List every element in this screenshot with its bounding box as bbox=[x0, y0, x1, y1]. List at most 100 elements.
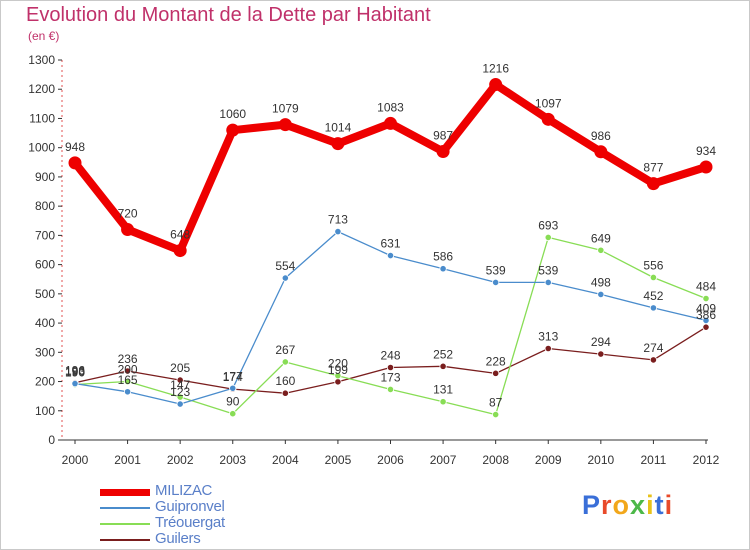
data-label: 934 bbox=[696, 144, 716, 158]
data-label: 220 bbox=[328, 357, 348, 371]
data-point bbox=[334, 378, 342, 386]
data-label: 123 bbox=[170, 385, 190, 399]
x-tick-label: 2011 bbox=[641, 453, 667, 467]
data-point bbox=[597, 350, 605, 358]
data-label: 556 bbox=[643, 258, 663, 272]
x-tick-label: 2002 bbox=[167, 453, 194, 467]
data-label: 160 bbox=[275, 374, 295, 388]
data-label: 484 bbox=[696, 280, 716, 294]
y-tick-label: 100 bbox=[35, 404, 55, 418]
data-label: 1083 bbox=[377, 100, 404, 114]
legend-swatch-guilers bbox=[100, 539, 150, 541]
data-label: 193 bbox=[65, 365, 85, 379]
y-tick-label: 900 bbox=[35, 170, 55, 184]
legend-swatch-guipronvel bbox=[100, 507, 150, 509]
data-point bbox=[439, 265, 447, 273]
y-tick-label: 500 bbox=[35, 287, 55, 301]
legend-item-guilers: Guilers bbox=[100, 530, 360, 548]
data-point bbox=[702, 294, 710, 303]
legend-label-guilers: Guilers bbox=[155, 530, 201, 547]
chart-title: Evolution du Montant de la Dette par Hab… bbox=[26, 4, 431, 26]
legend-label-milizac: MILIZAC bbox=[155, 482, 213, 499]
data-label: 236 bbox=[118, 352, 138, 366]
proxiti-logo: Proxiti bbox=[582, 490, 673, 521]
data-label: 986 bbox=[591, 129, 611, 143]
data-point bbox=[281, 274, 289, 282]
y-tick-label: 1300 bbox=[28, 53, 55, 67]
data-point bbox=[541, 112, 555, 126]
y-tick-label: 700 bbox=[35, 228, 55, 242]
data-point bbox=[334, 227, 342, 236]
x-tick-label: 2010 bbox=[587, 453, 614, 467]
data-label: 452 bbox=[643, 289, 663, 303]
data-label: 294 bbox=[591, 335, 611, 349]
logo-letter: t bbox=[654, 490, 665, 520]
data-label: 1216 bbox=[482, 62, 509, 76]
data-label: 648 bbox=[170, 228, 190, 242]
legend-item-milizac: MILIZAC bbox=[100, 482, 360, 500]
data-point bbox=[649, 356, 658, 364]
data-label: 87 bbox=[489, 396, 503, 410]
chart-subtitle: (en €) bbox=[28, 29, 60, 43]
legend-swatch-treouergat bbox=[100, 523, 150, 525]
legend-item-treouergat: Tréouergat bbox=[100, 514, 360, 532]
data-point bbox=[226, 123, 240, 137]
data-point bbox=[334, 372, 342, 380]
data-label: 631 bbox=[380, 237, 400, 251]
data-point bbox=[68, 156, 82, 170]
data-point bbox=[646, 177, 660, 191]
legend-swatch-milizac bbox=[100, 489, 150, 496]
data-point bbox=[71, 379, 79, 388]
data-label: 190 bbox=[65, 365, 85, 379]
data-label: 386 bbox=[696, 308, 716, 322]
legend-item-guipronvel: Guipronvel bbox=[100, 498, 360, 516]
logo-letter: o bbox=[612, 490, 631, 520]
data-label: 199 bbox=[328, 363, 348, 377]
data-label: 177 bbox=[223, 369, 243, 383]
y-tick-label: 1100 bbox=[29, 111, 55, 125]
y-tick-label: 1200 bbox=[28, 82, 55, 96]
logo-letter: P bbox=[582, 490, 602, 520]
data-point bbox=[439, 362, 447, 370]
x-tick-label: 2003 bbox=[219, 453, 246, 467]
data-point bbox=[702, 323, 710, 331]
data-point bbox=[278, 118, 292, 132]
data-point bbox=[176, 376, 184, 384]
data-label: 313 bbox=[538, 330, 558, 344]
data-label: 228 bbox=[486, 354, 506, 368]
data-label: 586 bbox=[433, 250, 453, 264]
data-label: 252 bbox=[433, 347, 453, 361]
data-point bbox=[492, 278, 500, 287]
data-label: 205 bbox=[170, 361, 190, 375]
data-point bbox=[123, 367, 132, 375]
data-point bbox=[281, 389, 289, 397]
data-point bbox=[492, 410, 500, 419]
data-label: 713 bbox=[328, 213, 348, 227]
data-label: 165 bbox=[118, 373, 138, 387]
y-tick-label: 400 bbox=[35, 316, 55, 330]
legend-label-guipronvel: Guipronvel bbox=[155, 498, 225, 515]
data-point bbox=[699, 160, 713, 174]
logo-letter: i bbox=[646, 490, 655, 520]
x-tick-label: 2005 bbox=[325, 453, 352, 467]
x-tick-label: 2007 bbox=[430, 453, 457, 467]
y-tick-label: 300 bbox=[35, 345, 55, 359]
data-label: 173 bbox=[380, 370, 400, 384]
data-point bbox=[121, 223, 135, 237]
data-point bbox=[123, 377, 132, 386]
data-point bbox=[176, 393, 184, 401]
data-point bbox=[229, 410, 237, 418]
data-label: 174 bbox=[223, 370, 243, 384]
data-point bbox=[176, 400, 184, 408]
data-label: 720 bbox=[118, 207, 138, 221]
data-point bbox=[594, 145, 608, 159]
data-label: 498 bbox=[591, 275, 611, 289]
data-point bbox=[281, 358, 289, 366]
data-label: 987 bbox=[433, 128, 453, 142]
data-point bbox=[386, 385, 395, 394]
y-tick-label: 800 bbox=[35, 199, 55, 213]
data-point bbox=[331, 137, 345, 151]
data-label: 1060 bbox=[219, 107, 246, 121]
